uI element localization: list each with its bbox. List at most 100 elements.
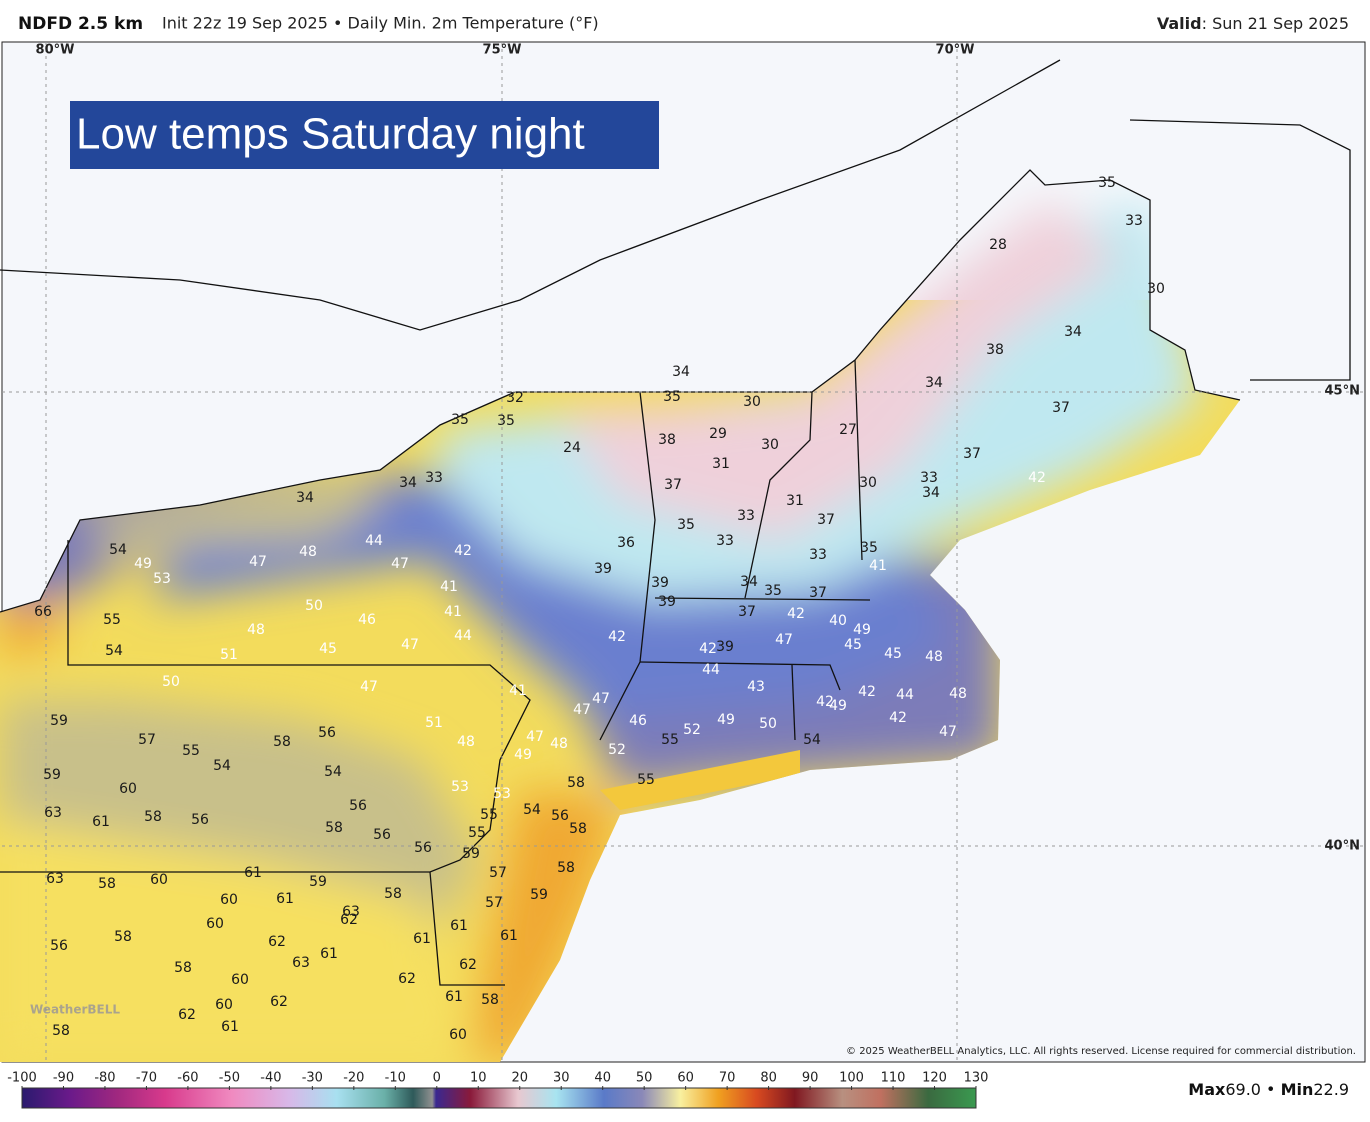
temperature-label: 58 <box>557 860 575 876</box>
temperature-label: 56 <box>50 938 68 954</box>
max-min: Max69.0 • Min22.9 <box>1188 1080 1349 1099</box>
temperature-label: 57 <box>485 895 503 911</box>
temperature-label: 42 <box>889 710 907 726</box>
temperature-label: 37 <box>817 512 835 528</box>
temperature-label: 44 <box>365 533 383 549</box>
temperature-label: 47 <box>573 702 591 718</box>
temperature-label: 53 <box>451 779 469 795</box>
temperature-label: 44 <box>454 628 472 644</box>
temperature-label: 34 <box>1064 324 1082 340</box>
temperature-label: 42 <box>787 606 805 622</box>
temperature-label: 54 <box>213 758 231 774</box>
temperature-label: 42 <box>608 629 626 645</box>
valid-label: Valid <box>1157 14 1202 33</box>
temperature-label: 47 <box>249 554 267 570</box>
temperature-label: 60 <box>206 916 224 932</box>
colorbar-tick-label: 30 <box>553 1071 570 1086</box>
temperature-label: 61 <box>92 814 110 830</box>
temperature-label: 38 <box>986 342 1004 358</box>
temperature-label: 48 <box>925 649 943 665</box>
temperature-label: 55 <box>103 612 121 628</box>
colorbar-tick-label: -10 <box>385 1071 406 1086</box>
temperature-label: 49 <box>829 698 847 714</box>
temperature-label: 44 <box>896 687 914 703</box>
temperature-label: 63 <box>342 904 360 920</box>
temperature-label: 55 <box>637 772 655 788</box>
temperature-label: 24 <box>563 440 581 456</box>
temperature-label: 45 <box>884 646 902 662</box>
temperature-label: 37 <box>664 477 682 493</box>
temperature-label: 45 <box>844 637 862 653</box>
temperature-label: 48 <box>949 686 967 702</box>
temperature-label: 53 <box>493 786 511 802</box>
temperature-label: 55 <box>182 743 200 759</box>
temperature-label: 42 <box>858 684 876 700</box>
temperature-label: 62 <box>340 912 358 928</box>
colorbar-tick-label: 130 <box>964 1071 989 1086</box>
temperature-label: 47 <box>775 632 793 648</box>
temperature-label: 50 <box>759 716 777 732</box>
temperature-label: 48 <box>299 544 317 560</box>
header-info: Init 22z 19 Sep 2025 • Daily Min. 2m Tem… <box>162 14 599 33</box>
temperature-label: 47 <box>360 679 378 695</box>
temperature-label: 61 <box>320 946 338 962</box>
temperature-label: 56 <box>318 725 336 741</box>
colorbar-tick-label: 40 <box>594 1071 611 1086</box>
colorbar-tick-label: 70 <box>719 1071 736 1086</box>
temperature-label: 56 <box>349 798 367 814</box>
temperature-label: 47 <box>592 691 610 707</box>
temperature-label: 50 <box>162 674 180 690</box>
grid-label: 70°W <box>936 43 975 58</box>
temperature-label: 60 <box>150 872 168 888</box>
temperature-label: 57 <box>489 865 507 881</box>
temperature-label: 33 <box>425 470 443 486</box>
temperature-label: 34 <box>672 364 690 380</box>
graticule <box>2 42 1365 1062</box>
temperature-label: 58 <box>114 929 132 945</box>
temperature-label: 50 <box>305 598 323 614</box>
max-label: Max <box>1188 1080 1226 1099</box>
temperature-label: 59 <box>50 713 68 729</box>
temperature-label: 47 <box>526 729 544 745</box>
logo: WeatherBELL <box>30 1003 120 1017</box>
colorbar-tick-label: -30 <box>302 1071 323 1086</box>
temperature-label: 58 <box>144 809 162 825</box>
temperature-label: 44 <box>702 662 720 678</box>
temperature-label: 40 <box>829 613 847 629</box>
temperature-label: 35 <box>860 540 878 556</box>
temperature-label: 58 <box>273 734 291 750</box>
temperature-label: 60 <box>449 1027 467 1043</box>
temperature-label: 54 <box>324 764 342 780</box>
temperature-label: 61 <box>221 1019 239 1035</box>
temperature-label: 31 <box>786 493 804 509</box>
temperature-label: 28 <box>989 237 1007 253</box>
temperature-label: 49 <box>717 712 735 728</box>
temperature-label: 48 <box>550 736 568 752</box>
temperature-label: 61 <box>500 928 518 944</box>
colorbar-tick-label: -70 <box>136 1071 157 1086</box>
temperature-label: 46 <box>629 713 647 729</box>
temperature-label: 61 <box>450 918 468 934</box>
temperature-label: 58 <box>52 1023 70 1039</box>
temperature-label: 54 <box>109 542 127 558</box>
temperature-label: 35 <box>677 517 695 533</box>
temperature-label: 33 <box>1125 213 1143 229</box>
temperature-label: 55 <box>480 807 498 823</box>
temperature-label: 54 <box>523 802 541 818</box>
temperature-label: 56 <box>373 827 391 843</box>
temperature-label: 59 <box>309 874 327 890</box>
colorbar-tick-label: -40 <box>260 1071 281 1086</box>
colorbar-tick-label: 110 <box>881 1071 906 1086</box>
temperature-label: 57 <box>138 732 156 748</box>
temperature-label: 33 <box>716 533 734 549</box>
temperature-label: 30 <box>859 475 877 491</box>
temperature-label: 60 <box>231 972 249 988</box>
temperature-label: 63 <box>46 871 64 887</box>
temperature-label: 55 <box>661 732 679 748</box>
temperature-label: 66 <box>34 604 52 620</box>
temperature-label: 53 <box>153 571 171 587</box>
temperature-label: 39 <box>594 561 612 577</box>
colorbar-tick-label: -60 <box>177 1071 198 1086</box>
temperature-label: 34 <box>922 485 940 501</box>
